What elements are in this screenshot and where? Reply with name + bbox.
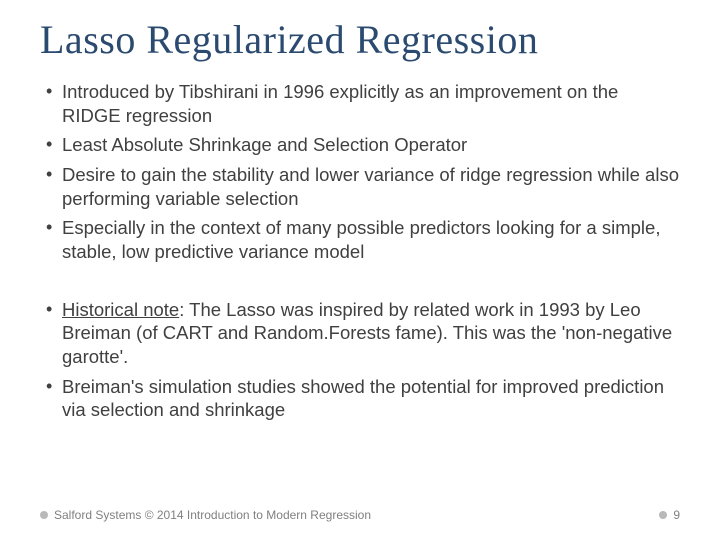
footer-left: Salford Systems © 2014 Introduction to M…	[40, 508, 371, 522]
list-item: Breiman's simulation studies showed the …	[40, 375, 680, 422]
list-item: Least Absolute Shrinkage and Selection O…	[40, 133, 680, 157]
spacer	[40, 270, 680, 298]
footer-text: Salford Systems © 2014 Introduction to M…	[54, 508, 371, 522]
slide-footer: Salford Systems © 2014 Introduction to M…	[40, 508, 680, 522]
list-item: Introduced by Tibshirani in 1996 explici…	[40, 80, 680, 127]
underlined-text: Historical note	[62, 299, 179, 320]
slide: Lasso Regularized Regression Introduced …	[0, 0, 720, 540]
bullet-dot-icon	[40, 511, 48, 519]
bullet-list-2: Historical note: The Lasso was inspired …	[40, 298, 680, 422]
bullet-dot-icon	[659, 511, 667, 519]
list-item: Historical note: The Lasso was inspired …	[40, 298, 680, 369]
page-number: 9	[673, 508, 680, 522]
list-item: Especially in the context of many possib…	[40, 216, 680, 263]
slide-title: Lasso Regularized Regression	[40, 18, 680, 62]
bullet-list-1: Introduced by Tibshirani in 1996 explici…	[40, 80, 680, 264]
footer-right: 9	[659, 508, 680, 522]
list-item: Desire to gain the stability and lower v…	[40, 163, 680, 210]
